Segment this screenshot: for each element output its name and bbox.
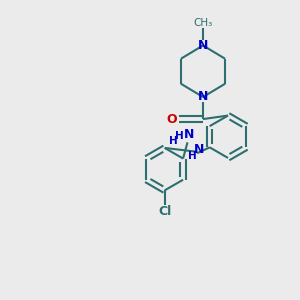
Text: H: H [188,151,196,161]
Text: N: N [194,143,205,156]
Text: N: N [198,91,208,103]
Text: N: N [198,39,208,52]
Text: H: H [175,131,184,141]
Text: N: N [184,128,195,141]
Text: H: H [169,136,178,146]
Text: CH₃: CH₃ [194,18,213,28]
Text: O: O [166,112,177,126]
Text: Cl: Cl [158,205,171,218]
